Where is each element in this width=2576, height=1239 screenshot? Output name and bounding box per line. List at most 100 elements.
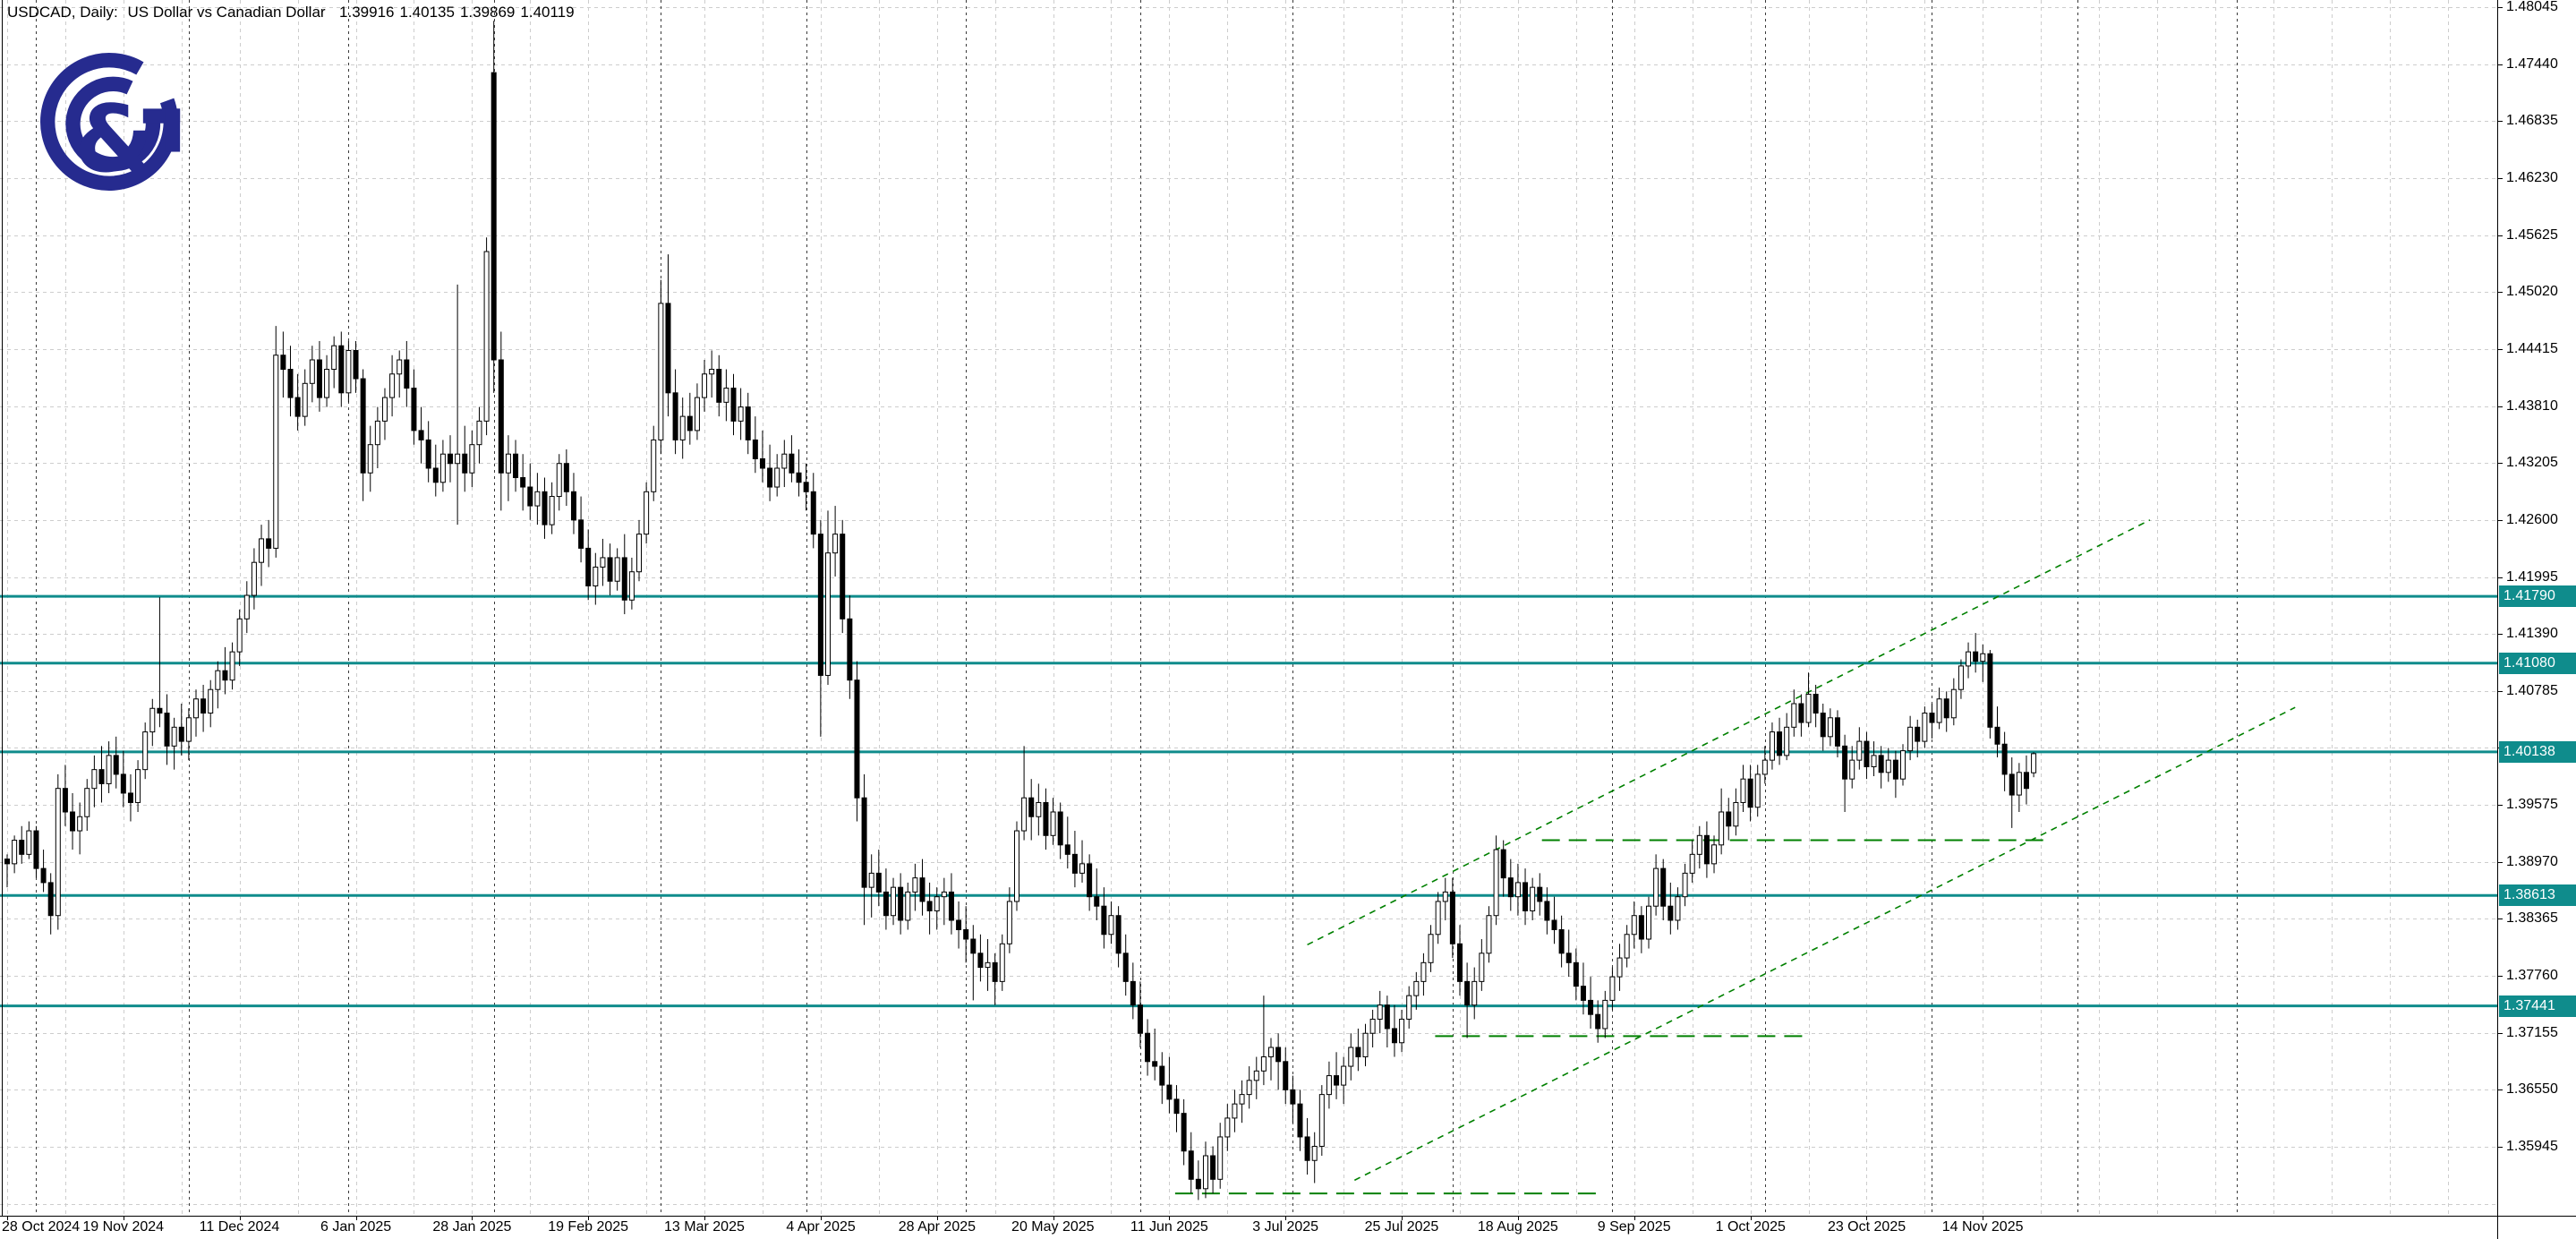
candle-bullish bbox=[77, 816, 83, 832]
candle-bullish bbox=[1006, 901, 1012, 944]
candle-bearish bbox=[948, 891, 954, 921]
time-axis[interactable] bbox=[0, 1217, 2576, 1239]
candle-bearish bbox=[796, 472, 802, 483]
candle-bearish bbox=[1798, 703, 1804, 723]
candle-bullish bbox=[1442, 891, 1448, 902]
candle-bullish bbox=[1900, 750, 1906, 780]
candle-bullish bbox=[367, 444, 373, 474]
candle-bullish bbox=[149, 707, 156, 733]
price-axis-label: 1.46835 bbox=[2506, 113, 2558, 129]
candle-bullish bbox=[229, 651, 235, 681]
candle-bearish bbox=[585, 547, 592, 586]
candle-bullish bbox=[1217, 1136, 1224, 1180]
candle-bearish bbox=[513, 453, 519, 479]
candle-bullish bbox=[1616, 957, 1623, 978]
candle-bearish bbox=[1500, 849, 1506, 879]
date-axis-label: 11 Dec 2024 bbox=[199, 1219, 280, 1235]
candle-bearish bbox=[1747, 778, 1753, 808]
candle-bullish bbox=[1609, 976, 1616, 1001]
candle-bearish bbox=[1094, 896, 1100, 907]
date-axis-label: 25 Jul 2025 bbox=[1364, 1219, 1439, 1235]
candle-bearish bbox=[730, 388, 737, 422]
candle-bullish bbox=[1645, 905, 1651, 940]
candle-bullish bbox=[12, 840, 18, 865]
candle-bearish bbox=[854, 679, 860, 799]
candle-bearish bbox=[294, 397, 301, 417]
candle-bullish bbox=[208, 688, 214, 714]
candle-bearish bbox=[1943, 698, 1949, 719]
candle-bullish bbox=[374, 420, 380, 446]
candle-bullish bbox=[243, 594, 250, 620]
candle-bullish bbox=[651, 439, 657, 492]
candle-bullish bbox=[999, 943, 1005, 982]
candle-bullish bbox=[1936, 698, 1942, 723]
candle-bearish bbox=[1994, 726, 2000, 745]
price-axis-label: 1.48045 bbox=[2506, 0, 2558, 14]
candle-bullish bbox=[1950, 688, 1957, 719]
candle-bullish bbox=[1036, 801, 1042, 817]
candle-bearish bbox=[898, 886, 904, 921]
candle-bullish bbox=[1399, 1018, 1405, 1044]
candle-bearish bbox=[127, 792, 133, 803]
candle-bearish bbox=[977, 953, 984, 969]
candle-bearish bbox=[1130, 980, 1136, 1006]
price-axis[interactable] bbox=[2498, 0, 2576, 1239]
date-axis-label: 9 Sep 2025 bbox=[1597, 1219, 1671, 1235]
candle-bearish bbox=[19, 840, 25, 855]
date-axis-label: 11 Jun 2025 bbox=[1130, 1219, 1208, 1235]
candle-bearish bbox=[1181, 1113, 1187, 1152]
candle-bearish bbox=[1864, 740, 1870, 768]
candle-bullish bbox=[455, 453, 461, 465]
candle-bearish bbox=[665, 303, 671, 394]
candle-bearish bbox=[287, 369, 294, 398]
candle-bearish bbox=[40, 867, 47, 884]
price-axis-label: 1.35945 bbox=[2506, 1139, 2558, 1154]
candle-bearish bbox=[266, 538, 272, 549]
trendline-lower[interactable] bbox=[1353, 706, 2296, 1182]
candle-bearish bbox=[1101, 905, 1107, 936]
candle-bullish bbox=[1479, 953, 1485, 982]
candle-bearish bbox=[1726, 811, 1732, 827]
candle-bullish bbox=[309, 359, 315, 384]
candle-bearish bbox=[1929, 713, 1935, 723]
ohlc-close: 1.40119 bbox=[520, 4, 575, 21]
candle-bearish bbox=[1537, 886, 1543, 902]
candles bbox=[4, 21, 2037, 1201]
candle-bearish bbox=[33, 830, 39, 869]
trend-annotations bbox=[1174, 519, 2296, 1195]
candle-bearish bbox=[1115, 915, 1122, 954]
candle-bearish bbox=[840, 534, 846, 620]
candle-bearish bbox=[404, 359, 410, 389]
candle-bearish bbox=[1043, 801, 1049, 836]
candle-bullish bbox=[549, 496, 555, 526]
candle-bullish bbox=[469, 444, 475, 474]
candle-bearish bbox=[1064, 844, 1070, 855]
candle-bullish bbox=[1369, 1018, 1376, 1034]
candle-bullish bbox=[324, 369, 330, 398]
candle-bullish bbox=[84, 788, 90, 817]
candle-bullish bbox=[1268, 1047, 1275, 1058]
candle-bearish bbox=[425, 439, 431, 469]
candle-bullish bbox=[1805, 693, 1812, 723]
candle-bullish bbox=[389, 373, 396, 398]
candle-bearish bbox=[200, 698, 207, 714]
candle-bullish bbox=[192, 698, 199, 719]
candle-bullish bbox=[1420, 961, 1427, 982]
candle-bullish bbox=[1493, 849, 1499, 917]
candle-bullish bbox=[832, 534, 839, 554]
candle-bearish bbox=[1834, 717, 1840, 747]
price-axis-label: 1.46230 bbox=[2506, 169, 2558, 185]
candle-bearish bbox=[1507, 877, 1514, 898]
candle-bearish bbox=[1544, 901, 1550, 921]
candle-bearish bbox=[956, 919, 962, 930]
trendline-upper[interactable] bbox=[1307, 519, 2151, 946]
candle-bearish bbox=[1195, 1178, 1201, 1190]
candle-bearish bbox=[1297, 1103, 1303, 1138]
candle-bearish bbox=[1464, 980, 1471, 1006]
logo-ampersand: & bbox=[73, 86, 154, 193]
date-axis-label: 19 Nov 2024 bbox=[82, 1219, 165, 1235]
candle-bullish bbox=[1624, 934, 1630, 959]
candle-bearish bbox=[1283, 1061, 1289, 1090]
candle-bearish bbox=[1973, 651, 1979, 662]
